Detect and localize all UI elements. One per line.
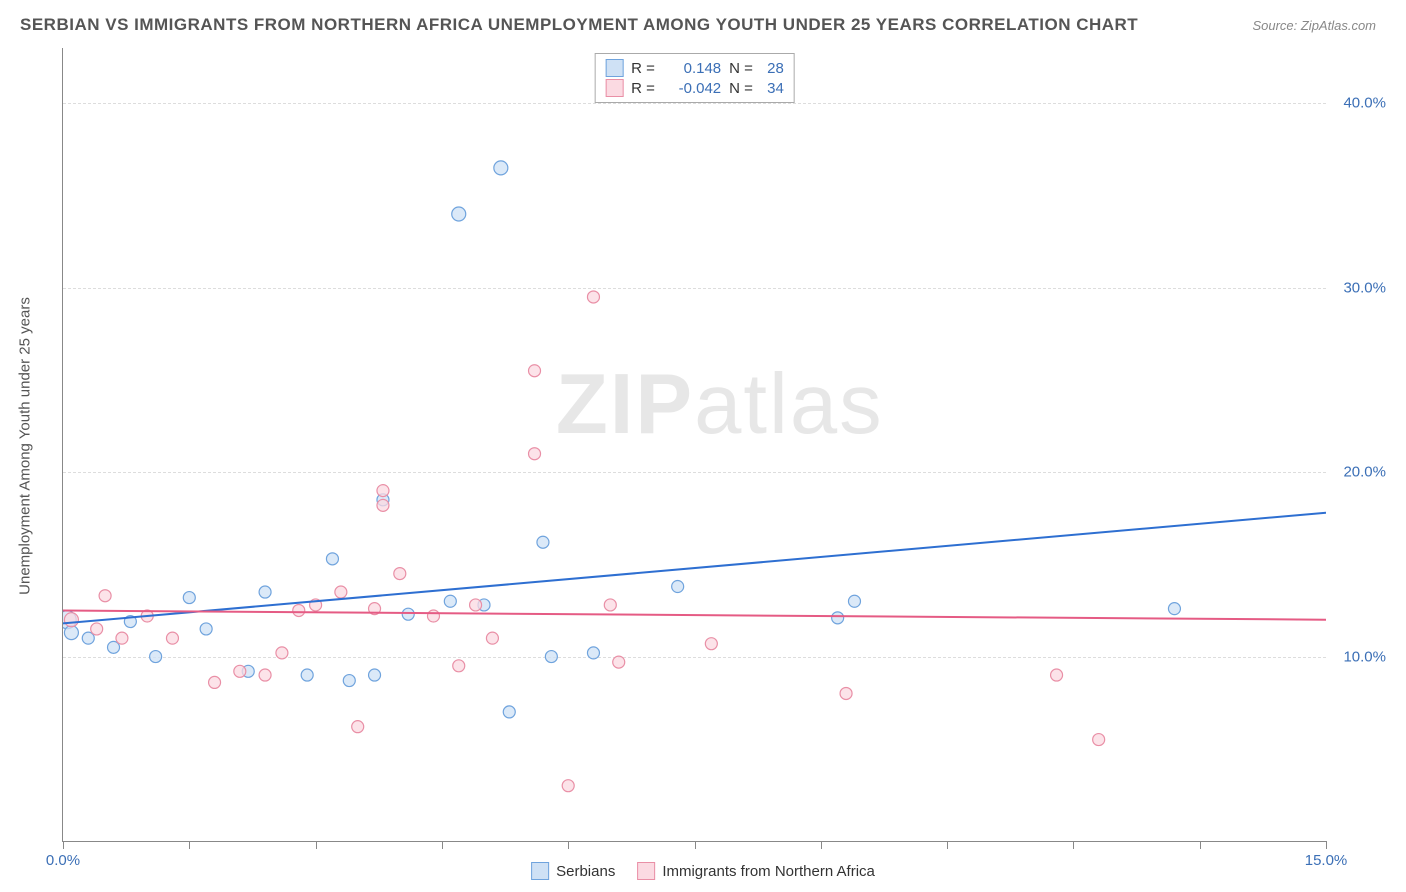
x-tick: [1200, 841, 1201, 849]
data-point: [503, 706, 515, 718]
data-point: [613, 656, 625, 668]
data-point: [705, 638, 717, 650]
x-tick: [821, 841, 822, 849]
data-point: [293, 604, 305, 616]
data-point: [529, 365, 541, 377]
y-tick-label: 40.0%: [1343, 95, 1386, 112]
data-point: [343, 675, 355, 687]
data-point: [259, 586, 271, 598]
data-point: [402, 608, 414, 620]
x-tick-label: 15.0%: [1305, 852, 1348, 869]
data-point: [587, 647, 599, 659]
x-tick: [947, 841, 948, 849]
data-point: [91, 623, 103, 635]
data-point: [453, 660, 465, 672]
data-point: [209, 676, 221, 688]
data-point: [116, 632, 128, 644]
data-point: [672, 581, 684, 593]
legend-label: Serbians: [556, 863, 615, 880]
chart-container: SERBIAN VS IMMIGRANTS FROM NORTHERN AFRI…: [0, 0, 1406, 892]
legend-label: Immigrants from Northern Africa: [662, 863, 875, 880]
data-point: [64, 613, 78, 627]
stats-row: R = 0.148 N = 28: [605, 58, 784, 78]
x-tick: [695, 841, 696, 849]
data-point: [545, 651, 557, 663]
stats-row: R = -0.042 N = 34: [605, 78, 784, 98]
y-tick-label: 30.0%: [1343, 279, 1386, 296]
data-point: [537, 536, 549, 548]
y-axis-label: Unemployment Among Youth under 25 years: [17, 297, 34, 595]
data-point: [427, 610, 439, 622]
data-point: [234, 665, 246, 677]
data-point: [259, 669, 271, 681]
data-point: [276, 647, 288, 659]
data-point: [326, 553, 338, 565]
data-point: [99, 590, 111, 602]
plot-area: ZIPatlas R = 0.148 N = 28 R = -0.042 N =…: [62, 48, 1326, 842]
source-label: Source: ZipAtlas.com: [1252, 18, 1376, 33]
data-point: [335, 586, 347, 598]
data-point: [486, 632, 498, 644]
swatch-icon: [605, 79, 623, 97]
data-point: [604, 599, 616, 611]
data-point: [452, 207, 466, 221]
data-point: [470, 599, 482, 611]
data-point: [1168, 603, 1180, 615]
x-tick: [1326, 841, 1327, 849]
data-point: [529, 448, 541, 460]
data-point: [494, 161, 508, 175]
data-point: [377, 499, 389, 511]
data-point: [200, 623, 212, 635]
data-point: [166, 632, 178, 644]
data-point: [444, 595, 456, 607]
data-point: [1051, 669, 1063, 681]
data-point: [840, 687, 852, 699]
data-point: [587, 291, 599, 303]
x-tick: [316, 841, 317, 849]
data-point: [562, 780, 574, 792]
chart-title: SERBIAN VS IMMIGRANTS FROM NORTHERN AFRI…: [20, 15, 1386, 35]
x-tick-label: 0.0%: [46, 852, 80, 869]
regression-line: [63, 513, 1326, 624]
x-tick: [189, 841, 190, 849]
legend-item: Immigrants from Northern Africa: [637, 862, 875, 880]
x-tick: [63, 841, 64, 849]
y-tick-label: 20.0%: [1343, 464, 1386, 481]
regression-line: [63, 610, 1326, 619]
data-point: [848, 595, 860, 607]
legend-item: Serbians: [531, 862, 615, 880]
swatch-icon: [637, 862, 655, 880]
scatter-plot: [63, 48, 1326, 841]
x-tick: [568, 841, 569, 849]
legend: Serbians Immigrants from Northern Africa: [531, 862, 875, 880]
swatch-icon: [605, 59, 623, 77]
data-point: [832, 612, 844, 624]
data-point: [352, 721, 364, 733]
x-tick: [442, 841, 443, 849]
data-point: [1093, 734, 1105, 746]
correlation-stats-box: R = 0.148 N = 28 R = -0.042 N = 34: [594, 53, 795, 103]
data-point: [369, 669, 381, 681]
data-point: [301, 669, 313, 681]
data-point: [377, 485, 389, 497]
data-point: [394, 568, 406, 580]
data-point: [150, 651, 162, 663]
data-point: [183, 592, 195, 604]
swatch-icon: [531, 862, 549, 880]
data-point: [64, 626, 78, 640]
x-tick: [1073, 841, 1074, 849]
y-tick-label: 10.0%: [1343, 648, 1386, 665]
